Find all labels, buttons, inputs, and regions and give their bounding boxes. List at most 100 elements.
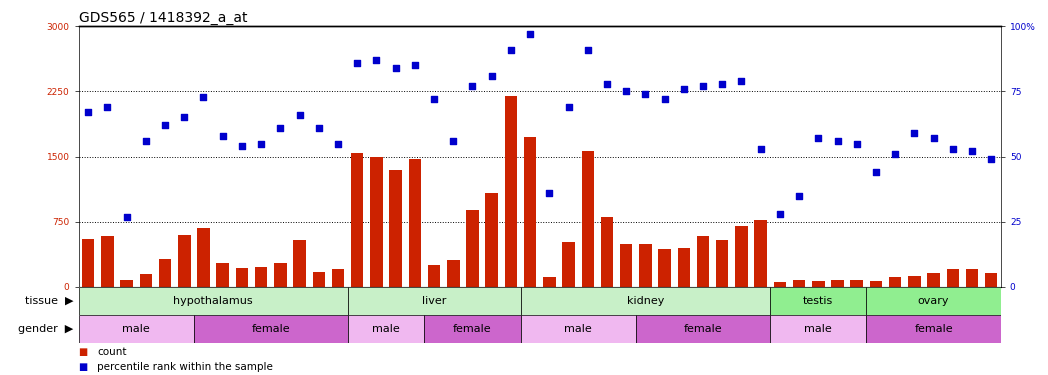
Bar: [121, 280, 133, 287]
Point: [522, 31, 539, 37]
Bar: [755, 220, 767, 287]
Bar: [889, 278, 901, 287]
Text: female: female: [252, 324, 290, 334]
Text: female: female: [914, 324, 953, 334]
Bar: [770, 287, 867, 315]
Bar: [831, 280, 844, 287]
Bar: [867, 315, 1001, 343]
Bar: [485, 193, 498, 287]
Bar: [773, 282, 786, 287]
Bar: [639, 244, 652, 287]
Point: [118, 213, 135, 219]
Text: GDS565 / 1418392_a_at: GDS565 / 1418392_a_at: [79, 11, 247, 25]
Bar: [409, 159, 421, 287]
Bar: [636, 315, 770, 343]
Point: [541, 190, 558, 196]
Point: [771, 211, 788, 217]
Text: ovary: ovary: [918, 296, 949, 306]
Bar: [370, 157, 383, 287]
Point: [425, 96, 442, 102]
Text: male: male: [805, 324, 832, 334]
Bar: [424, 315, 521, 343]
Bar: [582, 152, 594, 287]
Point: [368, 57, 385, 63]
Point: [580, 47, 596, 53]
Point: [790, 193, 807, 199]
Text: ■: ■: [79, 346, 88, 357]
Text: gender  ▶: gender ▶: [18, 324, 73, 334]
Point: [810, 135, 827, 141]
Point: [387, 65, 403, 71]
Text: male: male: [372, 324, 400, 334]
Point: [963, 148, 980, 154]
Point: [887, 151, 903, 157]
Point: [176, 114, 193, 120]
Point: [714, 81, 730, 87]
Text: male: male: [564, 324, 592, 334]
Bar: [348, 315, 424, 343]
Bar: [985, 273, 998, 287]
Bar: [275, 262, 286, 287]
Bar: [521, 315, 636, 343]
Text: testis: testis: [803, 296, 833, 306]
Bar: [927, 273, 940, 287]
Bar: [312, 272, 325, 287]
Point: [637, 91, 654, 97]
Point: [656, 96, 673, 102]
Bar: [812, 281, 825, 287]
Text: female: female: [683, 324, 722, 334]
Bar: [521, 287, 770, 315]
Bar: [82, 239, 94, 287]
Point: [733, 78, 749, 84]
Text: female: female: [453, 324, 492, 334]
Text: percentile rank within the sample: percentile rank within the sample: [97, 362, 274, 372]
Bar: [102, 236, 113, 287]
Bar: [563, 242, 574, 287]
Bar: [447, 260, 459, 287]
Point: [291, 112, 308, 118]
Bar: [178, 235, 191, 287]
Bar: [909, 276, 920, 287]
Point: [137, 138, 154, 144]
Bar: [524, 138, 537, 287]
Text: tissue  ▶: tissue ▶: [25, 296, 73, 306]
Point: [848, 141, 865, 147]
Bar: [255, 267, 267, 287]
Point: [944, 146, 961, 152]
Bar: [348, 287, 521, 315]
Point: [80, 109, 96, 115]
Bar: [390, 171, 401, 287]
Text: ■: ■: [79, 362, 88, 372]
Point: [407, 62, 423, 68]
Bar: [194, 315, 348, 343]
Point: [502, 47, 519, 53]
Point: [868, 169, 885, 175]
Bar: [697, 236, 709, 287]
Point: [195, 94, 212, 100]
Bar: [601, 217, 613, 287]
Point: [444, 138, 461, 144]
Point: [752, 146, 769, 152]
Bar: [793, 280, 805, 287]
Point: [99, 104, 115, 110]
Point: [253, 141, 269, 147]
Bar: [466, 210, 479, 287]
Point: [617, 88, 634, 94]
Text: male: male: [123, 324, 150, 334]
Point: [214, 133, 231, 139]
Bar: [197, 228, 210, 287]
Bar: [505, 96, 517, 287]
Point: [598, 81, 615, 87]
Bar: [139, 274, 152, 287]
Bar: [716, 240, 728, 287]
Bar: [851, 280, 863, 287]
Bar: [770, 315, 867, 343]
Text: count: count: [97, 346, 127, 357]
Bar: [79, 315, 194, 343]
Text: hypothalamus: hypothalamus: [173, 296, 253, 306]
Point: [156, 122, 173, 128]
Bar: [678, 248, 690, 287]
Bar: [79, 287, 348, 315]
Point: [234, 143, 250, 149]
Point: [483, 73, 500, 79]
